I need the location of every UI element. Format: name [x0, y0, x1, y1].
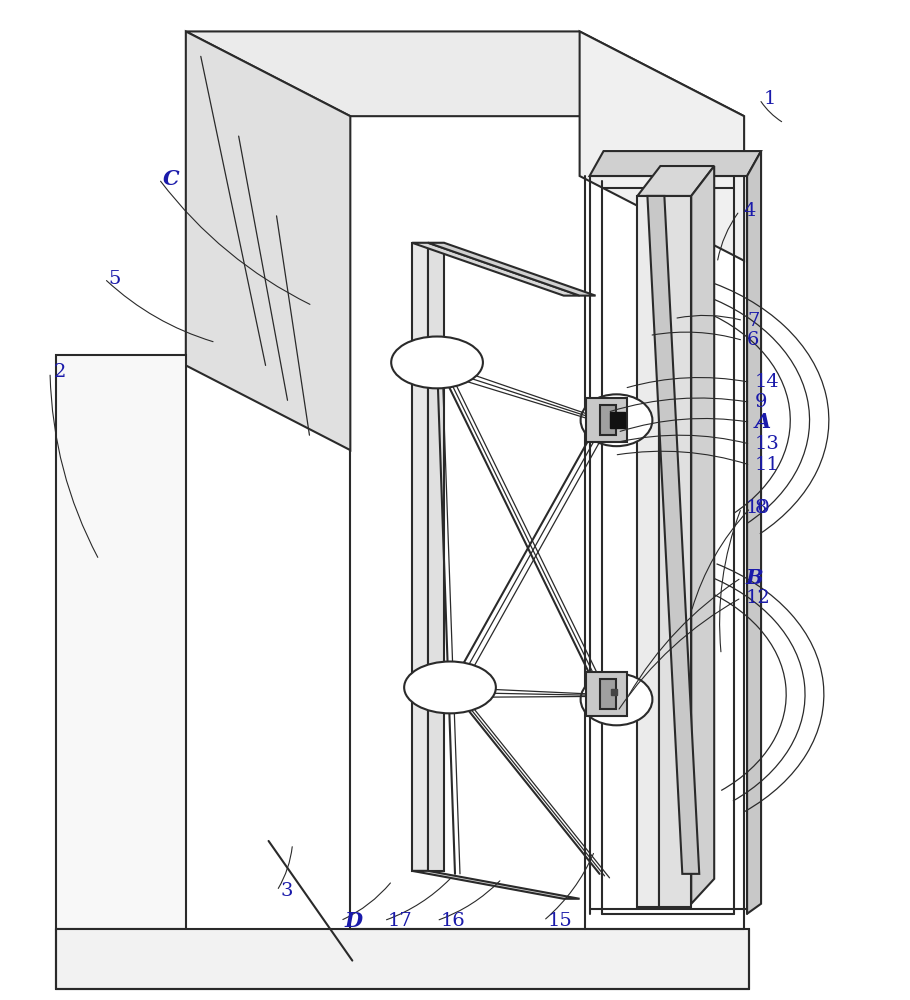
- Ellipse shape: [404, 662, 496, 713]
- Polygon shape: [600, 405, 615, 435]
- Text: 4: 4: [743, 202, 756, 220]
- Text: 3: 3: [281, 882, 293, 900]
- Text: 10: 10: [745, 499, 770, 517]
- Polygon shape: [590, 151, 761, 176]
- Polygon shape: [637, 166, 714, 196]
- Text: B: B: [745, 568, 763, 588]
- Polygon shape: [412, 243, 428, 871]
- Polygon shape: [637, 196, 660, 907]
- Text: 2: 2: [54, 363, 66, 381]
- Polygon shape: [412, 243, 580, 296]
- Polygon shape: [747, 151, 761, 914]
- Text: 6: 6: [747, 331, 760, 349]
- Polygon shape: [56, 929, 749, 989]
- Polygon shape: [56, 355, 186, 929]
- Text: A: A: [754, 412, 771, 432]
- Polygon shape: [580, 31, 744, 261]
- Polygon shape: [692, 166, 714, 904]
- Ellipse shape: [581, 673, 652, 725]
- Text: 7: 7: [747, 312, 760, 330]
- Text: 11: 11: [754, 456, 779, 474]
- Polygon shape: [660, 196, 692, 907]
- Polygon shape: [586, 672, 628, 716]
- Text: C: C: [163, 169, 179, 189]
- Text: 16: 16: [440, 912, 465, 930]
- Text: D: D: [344, 911, 362, 931]
- Text: 5: 5: [108, 270, 121, 288]
- Text: 14: 14: [754, 373, 779, 391]
- Text: 17: 17: [388, 912, 412, 930]
- Text: 15: 15: [548, 912, 572, 930]
- Text: 9: 9: [754, 393, 767, 411]
- Polygon shape: [647, 196, 699, 874]
- Polygon shape: [412, 871, 580, 899]
- Polygon shape: [600, 679, 615, 709]
- Text: 12: 12: [745, 589, 770, 607]
- Polygon shape: [428, 243, 444, 871]
- Ellipse shape: [581, 394, 652, 446]
- Polygon shape: [586, 398, 628, 442]
- Polygon shape: [610, 412, 625, 428]
- Ellipse shape: [391, 337, 483, 388]
- Polygon shape: [186, 31, 350, 450]
- Text: 13: 13: [754, 435, 779, 453]
- Text: 8: 8: [754, 499, 767, 517]
- Polygon shape: [186, 31, 744, 116]
- Polygon shape: [428, 243, 595, 296]
- Text: 1: 1: [763, 90, 776, 108]
